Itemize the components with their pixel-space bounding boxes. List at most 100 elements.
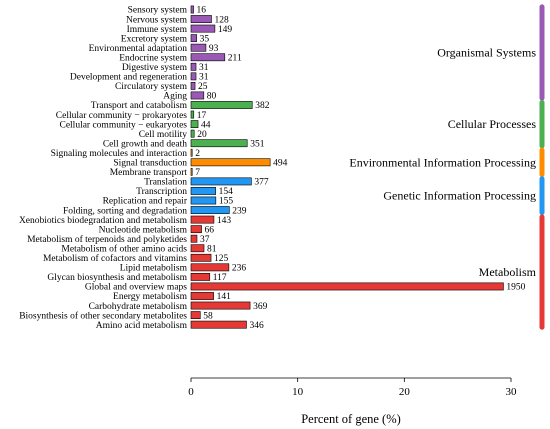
category-label: Endocrine system: [119, 53, 187, 63]
value-label: 7: [195, 168, 200, 178]
category-label: Cell motility: [139, 130, 188, 140]
x-tick-label: 0: [188, 386, 194, 398]
bar: [190, 148, 193, 157]
category-label: Excretory system: [121, 34, 188, 44]
bar: [190, 196, 217, 205]
value-label: 16: [197, 6, 207, 16]
bar: [190, 272, 211, 281]
value-label: 125: [214, 254, 229, 264]
value-label: 346: [249, 321, 264, 331]
value-label: 80: [207, 92, 217, 102]
category-label: Development and regeneration: [70, 73, 187, 83]
category-label: Nervous system: [126, 15, 188, 25]
category-label: Membrane transport: [110, 168, 188, 178]
category-label: Digestive system: [122, 63, 188, 73]
value-label: 37: [200, 235, 210, 245]
x-axis: 0 10 20 30: [188, 377, 518, 398]
value-label: 382: [255, 101, 269, 111]
group-label: Metabolism: [479, 265, 537, 279]
bar: [190, 120, 199, 128]
category-label: Replication and repair: [103, 197, 188, 207]
value-label: 377: [254, 178, 269, 188]
category-label: Glycan biosynthesis and metabolism: [47, 273, 187, 283]
bar: [190, 139, 248, 148]
bar: [190, 244, 205, 253]
category-label: Xenobiotics biodegradation and metabolis…: [19, 216, 188, 226]
value-label: 149: [218, 25, 233, 35]
category-label: Cellular community − eukaryotes: [59, 120, 187, 130]
value-label: 17: [197, 111, 207, 121]
category-label: Signaling molecules and interaction: [51, 149, 188, 159]
bar: [190, 53, 226, 62]
value-labels-layer: 1612814935932113131258038217442035124947…: [195, 6, 525, 331]
value-label: 155: [219, 197, 234, 207]
bars-layer: [190, 5, 504, 329]
value-label: 35: [200, 34, 210, 44]
bar: [190, 177, 252, 186]
category-label: Metabolism of cofactors and vitamins: [43, 253, 187, 264]
bar: [190, 24, 216, 33]
bar: [190, 82, 196, 90]
category-label: Folding, sorting and degradation: [63, 206, 187, 216]
category-label: Carbohydrate metabolism: [89, 302, 188, 312]
value-label: 494: [273, 159, 288, 169]
x-tick-label: 10: [292, 386, 304, 398]
value-label: 31: [199, 73, 209, 83]
category-label: Metabolism of other amino acids: [61, 243, 187, 254]
bar: [190, 301, 251, 310]
category-label: Biosynthesis of other secondary metaboli…: [19, 310, 187, 321]
bar: [190, 5, 194, 14]
value-label: 239: [232, 206, 247, 216]
value-label: 128: [214, 15, 229, 25]
category-label: Amino acid metabolism: [96, 321, 188, 331]
category-label: Cellular community − prokaryotes: [56, 111, 188, 121]
x-tick-label: 20: [399, 386, 411, 398]
category-label: Translation: [144, 178, 187, 188]
category-label: Metabolism of terpenoids and polyketides: [27, 234, 187, 245]
value-label: 351: [250, 139, 265, 149]
group-label: Genetic Information Processing: [383, 189, 536, 203]
category-label: Signal transduction: [113, 159, 187, 169]
value-label: 66: [205, 225, 215, 235]
value-label: 143: [217, 216, 232, 226]
category-label: Nucleotide metabolism: [99, 225, 188, 235]
group-label: Organismal Systems: [437, 45, 536, 59]
category-label: Transcription: [136, 187, 187, 197]
x-axis-title: Percent of gene (%): [301, 412, 401, 426]
group-brackets-layer: Organismal Systems Cellular Processes Envi…: [349, 4, 545, 330]
category-label: Aging: [163, 92, 187, 102]
group-label: Environmental Information Processing: [349, 155, 536, 169]
value-label: 117: [213, 273, 227, 283]
category-label: Sensory system: [128, 6, 188, 16]
bar: [190, 43, 207, 52]
bar: [190, 15, 212, 23]
bar: [190, 167, 193, 176]
value-label: 2: [195, 149, 200, 159]
value-label: 31: [199, 63, 209, 73]
bar: [190, 91, 205, 100]
bar: [190, 234, 198, 243]
value-label: 236: [232, 264, 247, 274]
bar: [190, 225, 202, 234]
value-label: 369: [253, 302, 268, 312]
value-label: 81: [207, 244, 217, 254]
value-label: 141: [217, 292, 232, 302]
category-label: Circulatory system: [115, 82, 188, 92]
bar: [190, 253, 212, 262]
value-label: 20: [197, 130, 207, 140]
category-label: Cell growth and death: [103, 139, 187, 149]
value-label: 1950: [506, 283, 525, 293]
category-label: Energy metabolism: [113, 292, 188, 302]
bar: [190, 187, 216, 195]
value-label: 44: [201, 120, 211, 130]
value-label: 93: [209, 44, 219, 54]
bar: [190, 292, 214, 300]
category-label: Lipid metabolism: [120, 264, 188, 274]
bar: [190, 311, 201, 319]
bar: [190, 34, 197, 43]
x-tick-label: 30: [506, 386, 518, 398]
group-label: Cellular Processes: [448, 117, 537, 131]
category-label: Environmental adaptation: [89, 44, 188, 54]
